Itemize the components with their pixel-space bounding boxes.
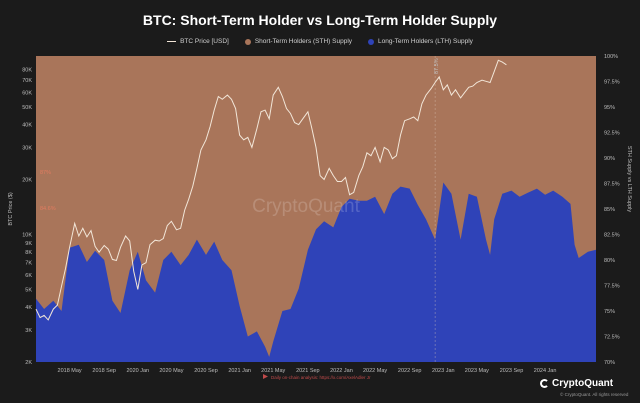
y-left-tick-label: 2K [25,360,32,366]
y-right-tick-label: 97.5% [604,80,620,86]
y-right-tick-label: 95% [604,105,615,111]
legend-item-lth-supply[interactable]: Long-Term Holders (LTH) Supply [368,38,473,45]
y-right-tick-label: 72.5% [604,335,620,341]
y-left-tick-label: 70K [22,78,32,84]
y-right-tick-label: 82.5% [604,233,620,239]
x-tick-label: 2024 Jan [534,368,557,374]
y-left-tick-label: 6K [25,273,32,279]
y-axis-left-title: BTC Price ($) [8,192,14,225]
y-left-tick-label: 50K [22,105,32,111]
y-right-tick-label: 77.5% [604,284,620,290]
y-left-tick-label: 60K [22,90,32,96]
y-right-tick-label: 92.5% [604,131,620,137]
lth-supply-area [36,182,596,362]
x-tick-label: 2023 Sep [500,368,524,374]
y-left-tick-label: 7K [25,261,32,267]
x-tick-label: 2022 May [363,368,387,374]
x-tick-label: 2021 May [261,368,285,374]
btc-price-line [35,59,507,321]
y-right-tick-label: 75% [604,309,615,315]
y-left-tick-label: 30K [22,145,32,151]
annotation-label: 87% [40,170,51,176]
footnote-text: Daily on-chain analysis: https://x.com/A… [271,375,371,380]
y-right-tick-label: 85% [604,207,615,213]
y-left-tick-label: 9K [25,241,32,247]
y-right-tick-label: 90% [604,156,615,162]
legend-swatch-btc-price [167,40,177,43]
x-axis: 2018 May 2018 Sep 2020 Jan 2020 May 2020 Sep… [58,368,557,374]
y-left-tick-label: 80K [22,68,32,74]
y-left-tick-label: 5K [25,287,32,293]
legend-swatch-lth-supply [368,38,375,45]
chart-title: BTC: Short-Term Holder vs Long-Term Hold… [142,12,498,28]
x-tick-label: 2018 May [58,368,82,374]
chart-legend: BTC Price [USD] Short-Term Holders (STH)… [0,38,640,45]
x-tick-label: 2020 Jan [126,368,149,374]
annotation-label: 87.5% [434,58,440,74]
x-tick-label: 2020 Sep [194,368,218,374]
y-left-tick-label: 10K [22,232,32,238]
brand-rights: © CryptoQuant. All rights reserved [560,392,629,397]
legend-item-btc-price[interactable]: BTC Price [USD] [167,38,229,45]
x-tick-label: 2020 May [159,368,183,374]
legend-item-sth-supply[interactable]: Short-Term Holders (STH) Supply [244,38,353,45]
y-left-tick-label: 40K [22,123,32,129]
y-left-tick-label: 20K [22,177,32,183]
x-tick-label: 2021 Sep [296,368,320,374]
y-right-tick-label: 100% [604,54,618,60]
x-tick-label: 2023 May [465,368,489,374]
annotation-label: 84.6% [40,206,56,212]
legend-swatch-sth-supply [244,38,251,45]
legend-label-btc-price: BTC Price [USD] [180,38,229,45]
legend-label-lth-supply: Long-Term Holders (LTH) Supply [378,38,473,45]
legend-label-sth-supply: Short-Term Holders (STH) Supply [254,38,353,45]
brand-name: CryptoQuant [552,378,614,389]
x-tick-label: 2022 Sep [398,368,422,374]
x-tick-label: 2022 Jan [330,368,353,374]
x-tick-label: 2023 Jan [432,368,455,374]
y-right-tick-label: 80% [604,258,615,264]
y-left-tick-label: 4K [25,305,32,311]
cryptoquant-logo-icon [540,379,549,388]
x-tick-label: 2021 Jan [228,368,251,374]
footnote[interactable]: Daily on-chain analysis: https://x.com/A… [263,374,371,380]
x-tick-label: 2018 Sep [92,368,116,374]
watermark: CryptoQuant [252,196,360,217]
y-axis-right-title: STH Supply vs LTH Supply [626,146,632,212]
y-right-tick-label: 87.5% [604,182,620,188]
annotations: 87% 84.6% 87.5% [40,58,440,212]
flag-icon [263,374,268,379]
y-axis-right: 70% 72.5% 75% 77.5% 80% 82.5% 85% 87.5% 90% 92.5%… [604,54,620,366]
y-right-tick-label: 70% [604,360,615,366]
y-left-tick-label: 8K [25,250,32,256]
y-left-tick-label: 3K [25,328,32,334]
brand-logo: CryptoQuant [540,378,613,389]
y-axis-left: 2K 3K 4K 5K 6K 7K 8K 9K 10K 20K 30K 40K 50K 60K 70K 80K [22,68,32,366]
